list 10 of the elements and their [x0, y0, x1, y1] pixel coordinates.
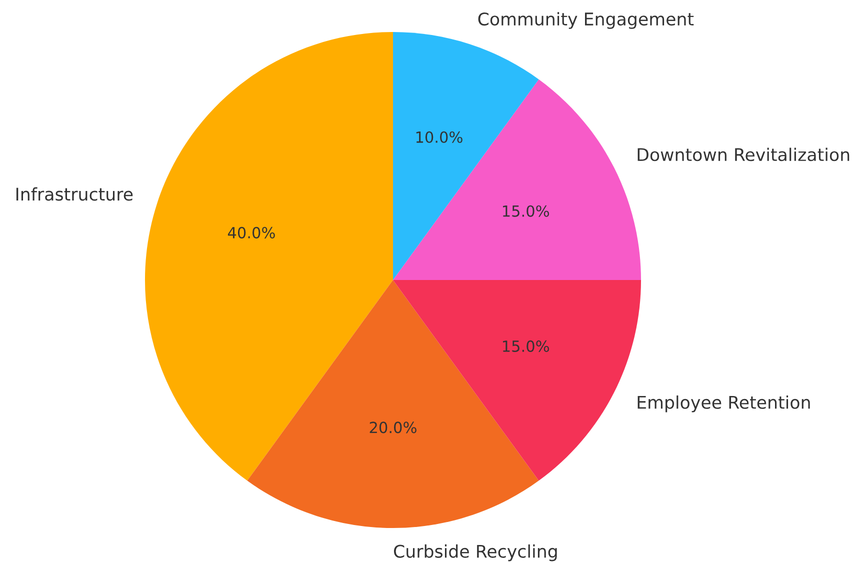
data-label: 10.0% — [416, 131, 462, 143]
slice-label: Employee Retention — [638, 395, 810, 412]
slice-label: Community Engagement — [478, 12, 694, 29]
slice-label: Curbside Recycling — [394, 544, 557, 562]
slice-label: Infrastructure — [16, 187, 133, 201]
data-label: 20.0% — [370, 422, 416, 434]
data-label: 15.0% — [503, 340, 550, 352]
data-label: 40.0% — [228, 226, 275, 238]
data-label: 15.0% — [503, 205, 550, 217]
slice-label: Downtown Revitalization — [638, 148, 850, 162]
